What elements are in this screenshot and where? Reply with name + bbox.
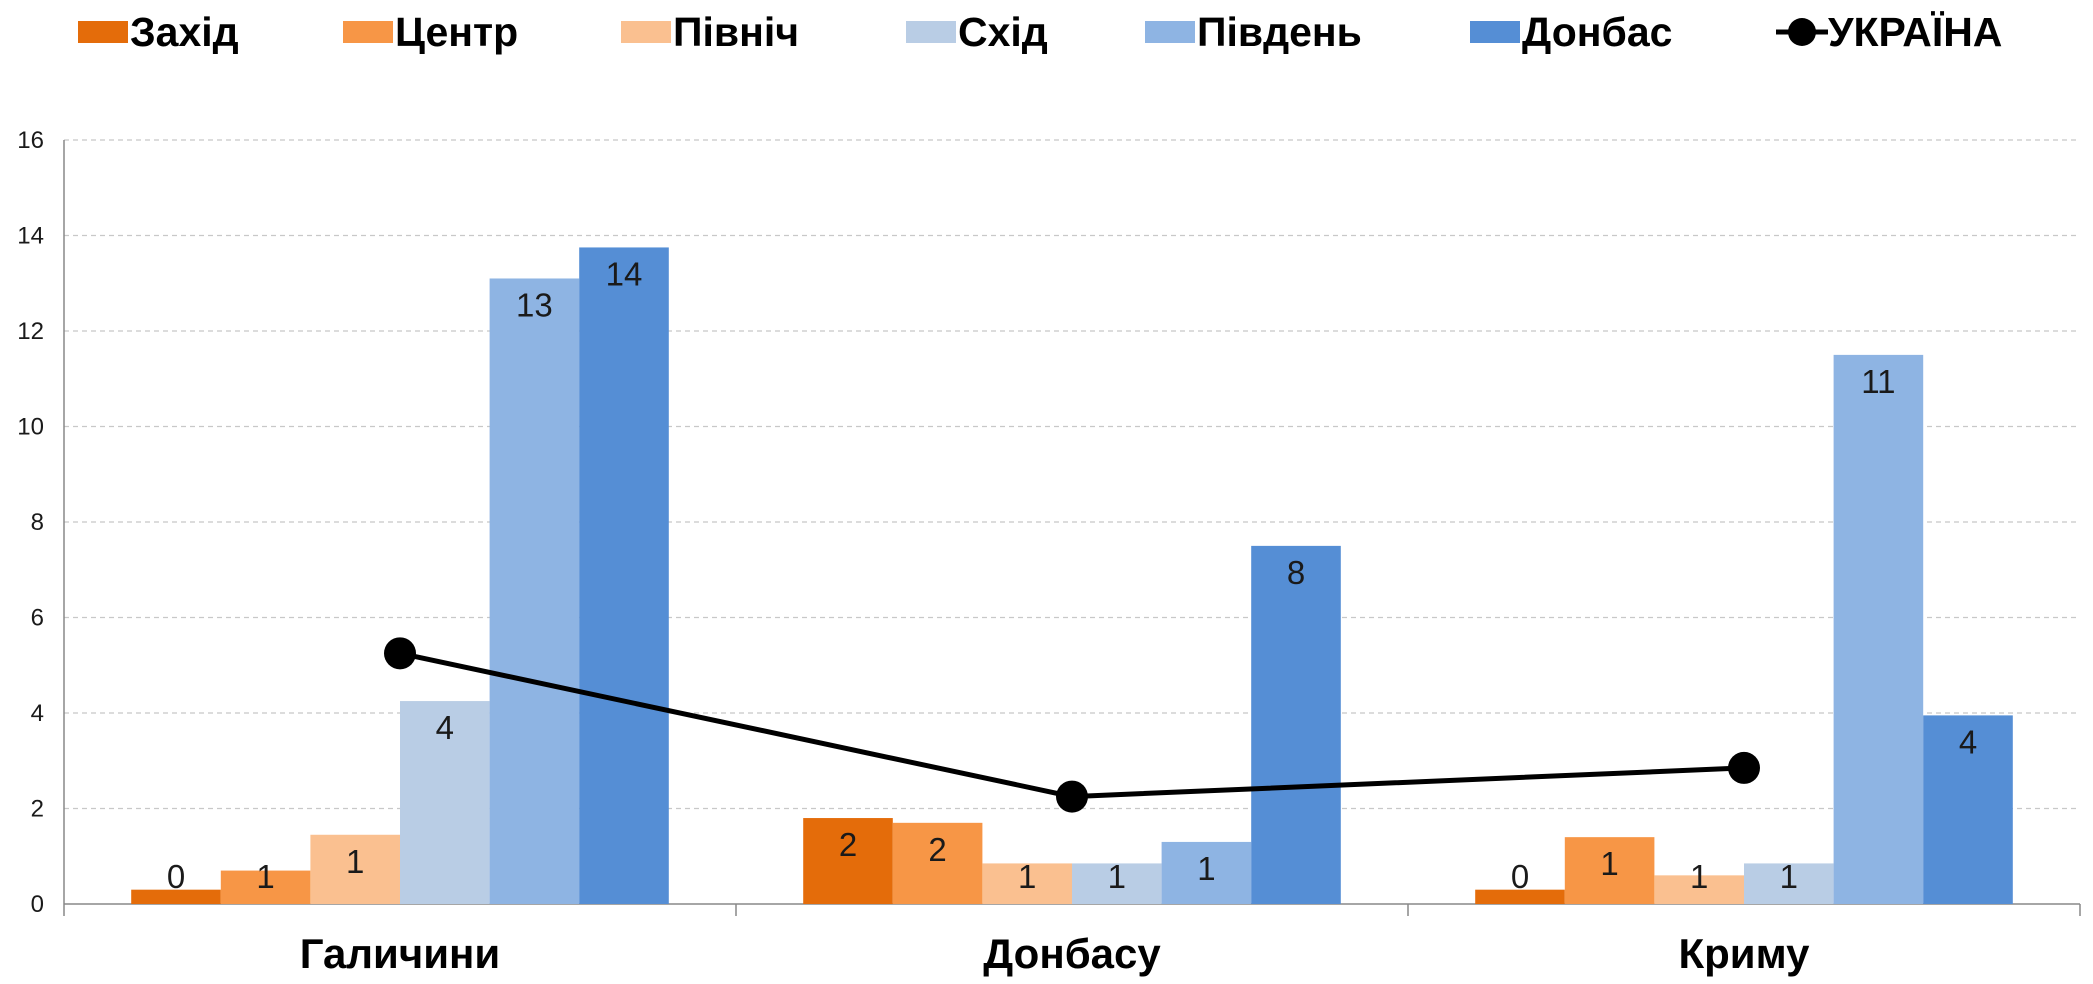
legend: Захід Центр Північ Схід Південь Донбас УКРАЇНА (78, 9, 2002, 55)
y-tick-label: 14 (17, 223, 44, 250)
legend-swatch (906, 21, 956, 43)
data-label: 1 (1018, 858, 1036, 895)
y-tick-label: 16 (17, 127, 44, 154)
y-tick-label: 12 (17, 318, 44, 345)
bar (490, 278, 580, 904)
legend-label: Північ (673, 9, 799, 55)
legend-label: УКРАЇНА (1828, 9, 2002, 55)
category-label: Донбасу (983, 930, 1161, 977)
legend-marker (1788, 18, 1816, 46)
legend-label: Центр (395, 9, 518, 55)
legend-label: Захід (130, 9, 239, 55)
y-tick-label: 0 (31, 891, 44, 918)
legend-label: Схід (958, 9, 1048, 55)
line-point (1056, 781, 1088, 813)
gridlines (64, 140, 2080, 809)
bar (579, 247, 669, 904)
category-label: Криму (1679, 930, 1811, 977)
y-tick-label: 6 (31, 605, 44, 632)
data-label: 4 (436, 709, 454, 746)
data-label: 0 (167, 858, 185, 895)
data-label: 4 (1959, 723, 1977, 760)
legend-swatch (1145, 21, 1195, 43)
data-label: 1 (1780, 858, 1798, 895)
data-label: 1 (346, 843, 364, 880)
category-label: Галичини (300, 930, 501, 977)
data-label: 8 (1287, 554, 1305, 591)
line-point (1728, 752, 1760, 784)
legend-swatch (621, 21, 671, 43)
data-label: 1 (256, 858, 274, 895)
legend-swatch (343, 21, 393, 43)
data-label: 13 (516, 286, 553, 323)
y-tick-label: 2 (31, 796, 44, 823)
bar (1251, 546, 1341, 904)
data-label: 1 (1197, 850, 1215, 887)
data-label: 0 (1511, 858, 1529, 895)
data-label: 1 (1108, 858, 1126, 895)
data-label: 1 (1690, 858, 1708, 895)
y-tick-label: 4 (31, 700, 44, 727)
data-label: 2 (839, 826, 857, 863)
legend-swatch (78, 21, 128, 43)
data-label: 2 (928, 831, 946, 868)
legend-label: Донбас (1522, 9, 1672, 55)
y-tick-label: 10 (17, 414, 44, 441)
data-label: 11 (1861, 363, 1895, 400)
legend-label: Південь (1197, 9, 1362, 55)
data-label: 14 (606, 255, 643, 292)
line-point (384, 637, 416, 669)
bar (1834, 355, 1924, 904)
legend-swatch (1470, 21, 1520, 43)
y-tick-label: 8 (31, 509, 44, 536)
data-label: 1 (1600, 845, 1618, 882)
